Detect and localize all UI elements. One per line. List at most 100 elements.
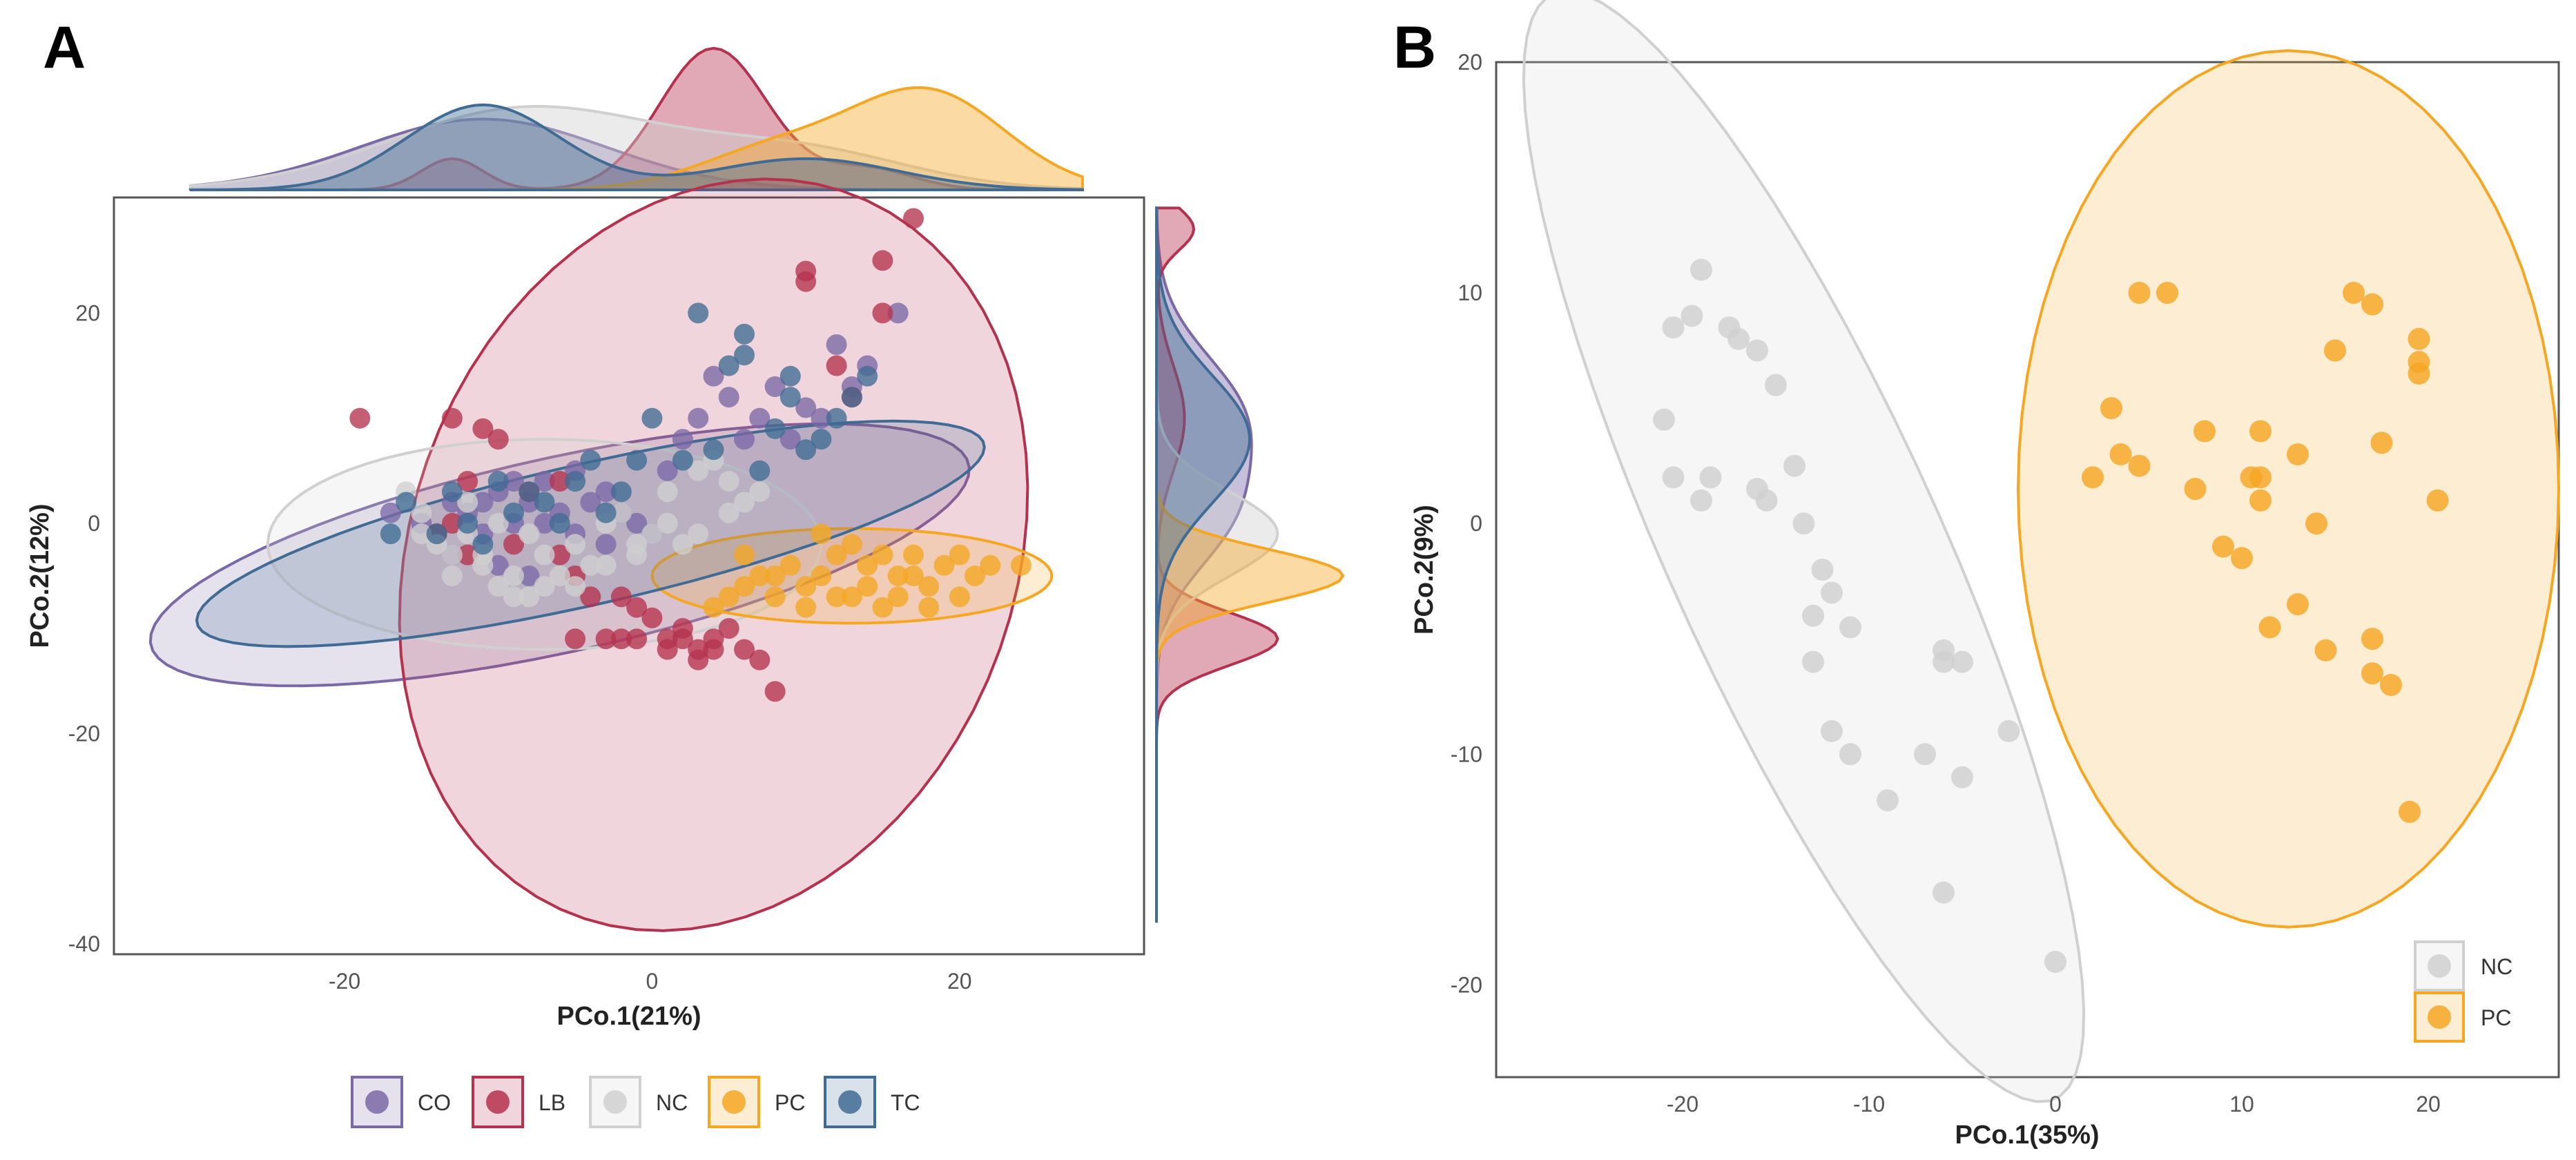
point-pc (903, 566, 924, 586)
point-pc (2399, 800, 2421, 823)
data-points-b (1653, 258, 2449, 973)
point-co (519, 566, 540, 586)
y-tick-label: -40 (68, 931, 100, 956)
y-tick-label: 0 (1470, 511, 1482, 536)
point-pc (2287, 443, 2309, 465)
data-points-a (349, 208, 1032, 702)
chart-a: -20 0 20 -40 -20 0 20 PCo.1(21%) PCo.2(12%) CO… (26, 46, 1345, 1128)
point-nc (441, 566, 463, 586)
point-tc (396, 492, 417, 513)
point-pc (2128, 454, 2151, 477)
point-tc (826, 407, 847, 429)
point-nc (519, 586, 540, 608)
point-pc (2361, 628, 2383, 650)
point-nc (441, 544, 463, 566)
x-axis-title-a: PCo.1(21%) (556, 1002, 701, 1031)
point-lb (903, 208, 924, 229)
point-nc (1755, 489, 1778, 512)
point-lb (672, 618, 693, 639)
legend-marker-b-nc (2428, 954, 2451, 978)
point-lb (549, 544, 570, 566)
point-nc (641, 523, 663, 545)
point-pc (795, 576, 817, 597)
point-pc (795, 597, 817, 618)
point-pc (2249, 420, 2272, 443)
point-co (718, 387, 739, 408)
point-pc (918, 576, 940, 597)
point-tc (857, 365, 878, 387)
density-right-tc (1155, 206, 1252, 923)
point-pc (1010, 554, 1032, 576)
point-nc (580, 554, 601, 576)
point-nc (1690, 489, 1712, 512)
point-co (580, 492, 601, 513)
point-pc (2082, 466, 2104, 489)
point-nc (626, 544, 648, 566)
point-tc (734, 323, 755, 345)
point-pc (734, 576, 755, 597)
point-nc (672, 534, 693, 555)
point-nc (2044, 951, 2066, 973)
x-tick-label: 20 (947, 969, 972, 994)
point-tc (734, 345, 755, 366)
legend-marker-co (365, 1090, 389, 1114)
panel-label-a: A (43, 14, 86, 81)
point-tc (672, 450, 693, 471)
point-co (811, 407, 832, 429)
point-tc (534, 492, 555, 513)
y-tick-label: 20 (1458, 50, 1482, 75)
point-lb (872, 250, 893, 271)
point-pc (872, 597, 893, 618)
y-tick-label: -10 (1451, 742, 1482, 766)
density-top-tc (188, 103, 1085, 191)
point-co (688, 407, 709, 429)
point-tc (441, 481, 463, 503)
y-axis-title-a: PCo.2(12%) (26, 503, 55, 648)
marginal-density-top (188, 46, 1085, 191)
point-pc (779, 554, 801, 576)
point-co (657, 460, 678, 481)
point-lb (457, 544, 478, 566)
point-pc (2258, 616, 2281, 639)
point-nc (657, 512, 678, 534)
point-tc (565, 471, 586, 492)
y-tick-label: 20 (75, 300, 100, 325)
panel-label-b: B (1393, 14, 1436, 81)
point-co (795, 397, 817, 418)
point-nc (718, 502, 739, 523)
point-pc (826, 586, 847, 608)
point-nc (1792, 512, 1815, 535)
point-tc (426, 523, 447, 545)
point-pc (2249, 489, 2272, 512)
point-co (779, 429, 801, 450)
point-nc (1653, 408, 1675, 431)
point-tc (703, 439, 724, 461)
legend-label-co: CO (418, 1090, 451, 1115)
point-lb (595, 628, 617, 650)
point-pc (949, 586, 970, 608)
axis-ticks-a: -20 0 20 -40 -20 0 20 (68, 300, 972, 994)
legend-label-b-nc: NC (2481, 954, 2512, 979)
point-nc (1821, 581, 1843, 604)
point-pc (2212, 535, 2234, 558)
point-lb (641, 607, 663, 628)
ellipse-pc (2016, 49, 2561, 929)
point-pc (811, 523, 832, 545)
point-co (703, 365, 724, 387)
point-tc (795, 439, 817, 461)
point-tc (457, 512, 478, 534)
point-nc (1951, 766, 1973, 789)
y-tick-label: -20 (68, 721, 100, 746)
point-pc (764, 566, 786, 586)
chart-b: -20 -10 0 10 20 -20 -10 0 10 20 PCo.1(35%) PCo.2(… (1410, 0, 2561, 1150)
y-tick-label: 0 (88, 511, 100, 536)
point-pc (841, 534, 862, 555)
point-pc (841, 586, 862, 608)
point-nc (1802, 604, 1824, 627)
point-pc (826, 544, 847, 566)
point-tc (764, 418, 786, 439)
point-nc (1839, 616, 1861, 639)
legend-marker-lb (486, 1090, 510, 1114)
point-pc (2305, 512, 2327, 535)
point-tc (718, 355, 739, 376)
